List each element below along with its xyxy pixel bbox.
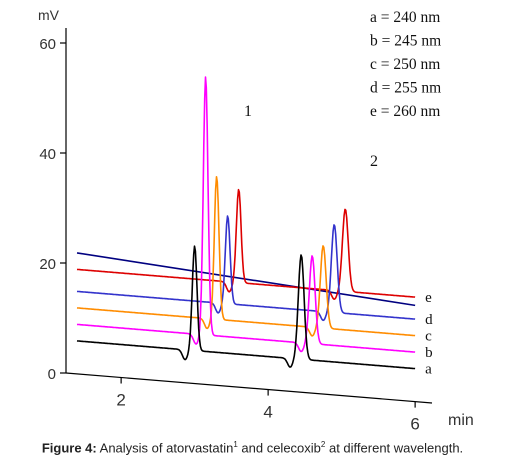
caption-text-1: Analysis of atorvastatin xyxy=(96,440,234,456)
caption-text-3: at different wavelength. xyxy=(325,440,464,456)
y-tick-label-3: 60 xyxy=(39,36,56,53)
trace-c xyxy=(76,176,416,337)
legend-line-0: a = 240 nm xyxy=(370,9,440,26)
caption-sup-1: 1 xyxy=(233,440,238,449)
legend-line-2: c = 250 nm xyxy=(370,56,440,73)
x-tick-label-0: 2 xyxy=(116,391,125,410)
x-axis-label: min xyxy=(448,412,474,429)
trace-e xyxy=(76,188,416,300)
baseline-drift-line xyxy=(76,252,416,307)
legend-line-1: b = 245 nm xyxy=(370,33,441,50)
y-tick-label-0: 0 xyxy=(48,366,56,383)
x-axis xyxy=(65,372,433,404)
legend-line-3: d = 255 nm xyxy=(370,80,441,97)
chromatogram-chart: 0 20 40 60 2 4 6 mV min a = 240 nm b = 245 nm c… xyxy=(38,7,474,434)
series-label-e: e xyxy=(425,290,432,306)
figure-label: Figure 4: xyxy=(41,440,97,456)
legend-line-4: e = 260 nm xyxy=(370,103,440,120)
trace-a xyxy=(76,245,416,370)
series-label-a: a xyxy=(425,362,432,378)
peak-label-2: 2 xyxy=(370,153,378,170)
caption-sup-2: 2 xyxy=(320,440,326,449)
y-axis-label: mV xyxy=(38,7,60,23)
series-label-c: c xyxy=(425,329,432,345)
series-label-d: d xyxy=(425,312,433,328)
trace-b xyxy=(76,76,416,353)
y-tick-label-1: 20 xyxy=(39,256,56,273)
trace-d xyxy=(76,215,416,322)
figure-caption: Figure 4: Analysis of atorvastatin1 and … xyxy=(0,440,505,455)
x-tick-label-1: 4 xyxy=(263,403,272,422)
y-tick-label-2: 40 xyxy=(39,146,56,163)
caption-text-2: and celecoxib xyxy=(237,440,321,456)
series-label-b: b xyxy=(425,345,433,361)
x-tick-label-2: 6 xyxy=(410,415,419,434)
peak-label-1: 1 xyxy=(244,103,252,120)
